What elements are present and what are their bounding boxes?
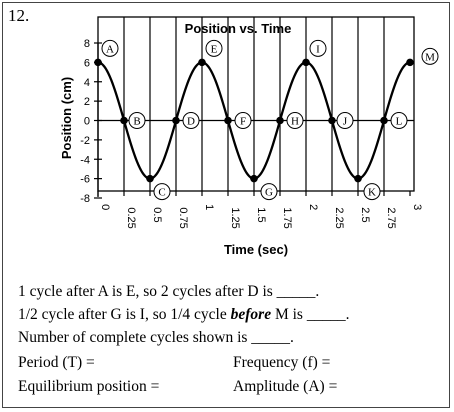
point-c-label: C: [158, 187, 165, 199]
y-tick-label: -2: [80, 135, 90, 147]
x-ticks: 0 0.25 0.5 0.75 1 1.25 1.5 1.75 2 2.25 2.5 2.75 3: [97, 191, 423, 229]
point-d-label: D: [187, 116, 195, 128]
point-g-label: G: [265, 187, 273, 199]
point-k-marker: [354, 174, 362, 183]
point-b-marker: [120, 116, 128, 125]
x-tick-label: 1.5: [255, 207, 267, 222]
point-h-circle: [286, 112, 304, 129]
point-d-circle: [182, 112, 200, 129]
point-e-label: E: [211, 43, 218, 55]
point-b-label: B: [133, 116, 140, 128]
point-a-label: A: [106, 43, 114, 55]
point-j-label: J: [343, 116, 348, 128]
x-tick-label: 1: [203, 204, 215, 210]
point-j-circle: [336, 112, 354, 129]
x-tick-label: 2.75: [385, 207, 397, 228]
point-f-label: F: [240, 116, 246, 128]
question-number-of-cycles: Number of complete cycles shown is _____…: [18, 329, 294, 346]
x-tick-label: 1.75: [281, 207, 293, 228]
x-tick-label: 0.25: [125, 207, 137, 228]
point-i-circle: [309, 39, 327, 57]
x-tick-label: 0: [99, 204, 111, 210]
point-l-marker: [380, 116, 388, 125]
y-tick-label: 0: [84, 116, 90, 128]
point-c-marker: [146, 174, 154, 183]
y-tick-label: 4: [84, 77, 90, 89]
point-g-circle: [260, 183, 278, 201]
point-d-marker: [172, 116, 180, 125]
x-tick-label: 2.5: [359, 207, 371, 222]
point-m-marker: [406, 58, 414, 67]
point-f-circle: [234, 112, 252, 129]
y-tick-label: -8: [80, 193, 90, 205]
question-quarter-cycle-before-m: 1/2 cycle after G is I, so 1/4 cycle bef…: [18, 306, 349, 324]
x-tick-label: 3: [411, 204, 423, 210]
x-tick-label: 1.25: [229, 207, 241, 228]
point-k-label: K: [368, 187, 376, 199]
frequency-label: Frequency (f) =: [233, 354, 331, 371]
question-two-cycles-after-d: 1 cycle after A is E, so 2 cycles after …: [18, 283, 320, 300]
amplitude-label: Amplitude (A) =: [233, 378, 338, 395]
point-l-circle: [390, 112, 408, 129]
x-axis-label: Time (sec): [224, 242, 288, 257]
point-m-circle: [421, 47, 439, 65]
y-tick-label: 8: [84, 38, 90, 50]
point-g-marker: [250, 174, 258, 183]
x-tick-label: 2: [307, 204, 319, 210]
equilibrium-label: Equilibrium position =: [18, 378, 160, 395]
y-tick-label: 2: [84, 96, 90, 108]
point-i-marker: [302, 58, 310, 67]
point-h-marker: [276, 116, 284, 125]
point-j-marker: [328, 116, 336, 125]
q2-text-start: 1/2 cycle after G is I, so 1/4 cycle: [18, 306, 231, 323]
chart-title: Position vs. Time: [185, 21, 292, 36]
page-frame: [2, 2, 450, 408]
point-i-label: I: [316, 43, 320, 55]
y-tick-label: 6: [84, 57, 90, 69]
point-a-circle: [101, 39, 119, 57]
point-b-circle: [128, 112, 146, 129]
point-l-label: L: [396, 116, 403, 128]
plot-frame: [97, 16, 415, 192]
point-a-marker: [94, 58, 102, 67]
point-k-circle: [363, 183, 381, 201]
position-time-chart: Position vs. Time 8 6 4 2 0 -2 -4 -6 -8 0 0.25 0.5…: [59, 16, 439, 257]
point-c-circle: [153, 183, 171, 201]
labeled-points: A B C D E F G H I J K L M: [94, 39, 439, 201]
point-m-label: M: [425, 51, 435, 63]
x-tick-label: 0.5: [151, 207, 163, 222]
y-axis-label: Position (cm): [59, 77, 74, 159]
period-label: Period (T) =: [18, 354, 95, 371]
grid: [123, 17, 385, 191]
point-h-label: H: [291, 116, 299, 128]
point-e-circle: [205, 39, 223, 57]
q2-emphasis: before: [230, 306, 272, 323]
point-f-marker: [224, 116, 232, 125]
x-tick-label: 2.25: [333, 207, 345, 228]
y-tick-label: -4: [80, 154, 90, 166]
point-e-marker: [198, 58, 206, 67]
y-tick-label: -6: [80, 174, 90, 186]
question-number: 12.: [8, 6, 30, 25]
x-tick-label: 0.75: [177, 207, 189, 228]
q2-text-end: M is _____.: [271, 306, 350, 323]
